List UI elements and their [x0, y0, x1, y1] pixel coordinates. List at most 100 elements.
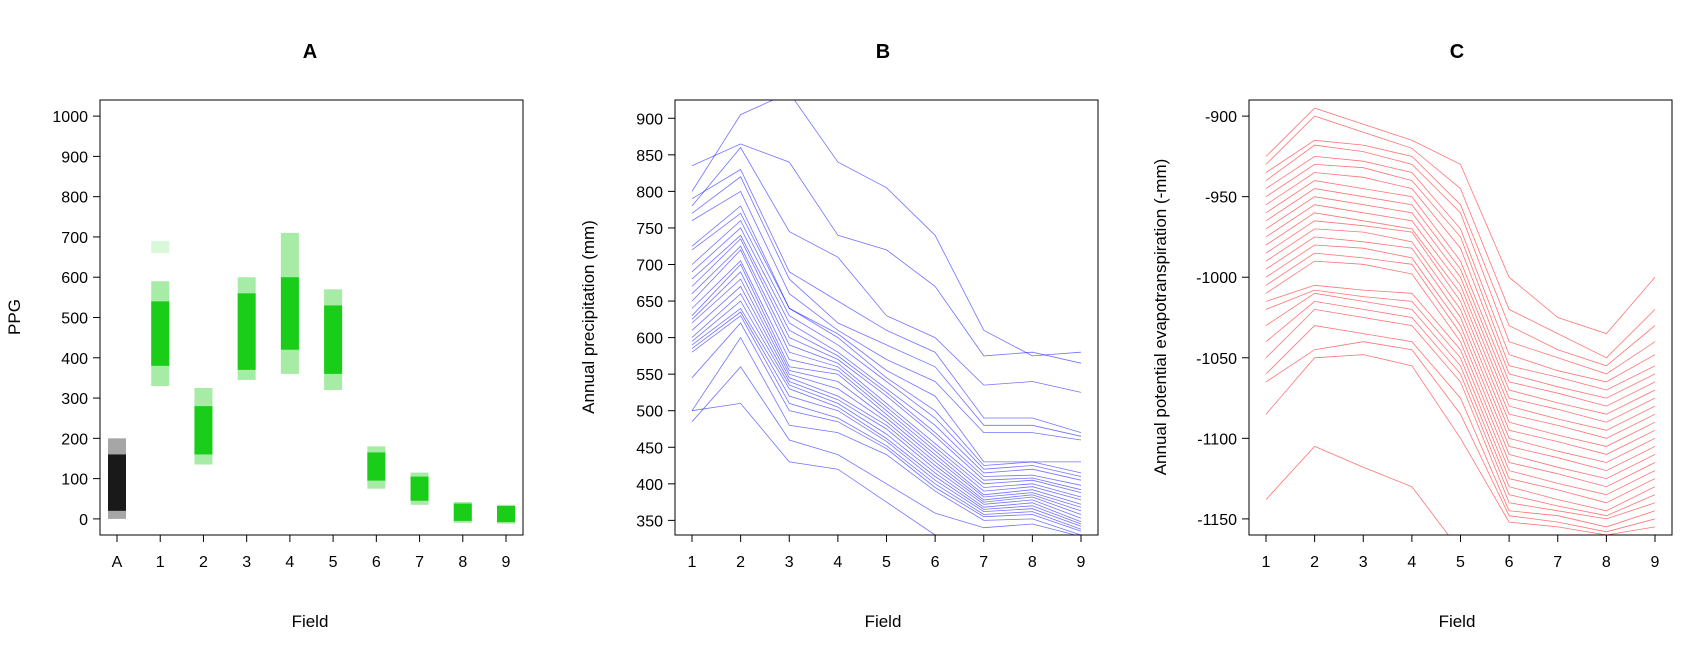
panel-c-series-line-s9: [1265, 188, 1656, 415]
panel-a-x-tick-label: 3: [242, 554, 251, 571]
panel-c-series-line-s24: [1265, 325, 1656, 528]
panel-a-y-label: PPG: [5, 299, 24, 335]
panel-b-y-tick-label: 700: [636, 257, 663, 274]
panel-b-series-line-s13: [691, 245, 1082, 493]
panel-b-y-tick-label: 900: [636, 111, 663, 128]
panel-c: C Field Annual potential evapotranspirat…: [1151, 41, 1673, 631]
panel-a-y-tick-label: 500: [61, 311, 88, 328]
panel-b-series-line-s3: [691, 146, 1082, 393]
panel-b-y-tick-label: 850: [636, 148, 663, 165]
panel-b-y-tick-label: 550: [636, 367, 663, 384]
panel-c-series-line-s20: [1265, 289, 1656, 504]
panel-b-marks: [691, 100, 1082, 535]
panel-c-title: C: [1450, 41, 1464, 63]
panel-c-x-tick-label: 5: [1456, 554, 1465, 571]
panel-c-y-tick-label: -1000: [1196, 270, 1237, 287]
ppg-core-A: [108, 454, 126, 511]
panel-b-series-line-s9: [691, 219, 1082, 477]
panel-c-series-line-s14: [1265, 228, 1656, 455]
panel-c-axes: -1150 -1100 -1050 -1000 -950 -900 1 2 3 4 5 6 7 8 9: [1196, 99, 1673, 571]
panel-c-series-line-s13: [1265, 220, 1656, 447]
panel-c-series-line-s2: [1265, 115, 1656, 359]
panel-a-y-tick-label: 1000: [52, 109, 88, 126]
ppg-core-6: [367, 452, 386, 481]
panel-b-y-tick-label: 800: [636, 184, 663, 201]
ppg-bar-1: [151, 240, 170, 386]
panel-b-series-line-s11: [691, 234, 1082, 486]
panel-c-series-line-s11: [1265, 204, 1656, 431]
panel-b-x-tick-label: 9: [1077, 554, 1086, 571]
panel-c-x-tick-label: 3: [1359, 554, 1368, 571]
panel-b-series-line-s20: [691, 293, 1082, 519]
ppg-outlier-1: [151, 240, 170, 254]
panel-c-y-tick-label: -1150: [1197, 512, 1237, 529]
panel-c-series-line-s26: [1265, 354, 1656, 535]
ppg-core-2: [194, 406, 213, 455]
panel-b-x-tick-label: 1: [688, 554, 697, 571]
panel-c-series-line-s5: [1265, 155, 1656, 383]
ppg-core-9: [497, 506, 515, 523]
panel-b-x-label: Field: [865, 612, 902, 631]
panel-c-series-line-s19: [1265, 284, 1656, 496]
panel-a-y-tick-label: 900: [61, 149, 88, 166]
panel-b-series-line-s25: [691, 322, 1082, 532]
panel-b-series-line-s21: [691, 300, 1082, 523]
panel-a-x-label: Field: [292, 612, 329, 631]
panel-c-series-line-s25: [1265, 341, 1656, 533]
panel-b-x-tick-label: 3: [785, 554, 794, 571]
panel-c-x-tick-label: 9: [1651, 554, 1660, 571]
panel-b-series-line-s10: [691, 227, 1082, 481]
panel-b-y-tick-label: 350: [636, 513, 663, 530]
panel-b-series-line-s14: [691, 249, 1082, 498]
panel-b-title: B: [876, 41, 890, 63]
panel-b-series-line-s1: [691, 100, 1082, 357]
panel-c-series-line-s16: [1265, 244, 1656, 472]
ppg-core-8: [453, 503, 472, 521]
panel-c-series-group: [1265, 107, 1656, 535]
ppg-bar-3: [237, 277, 256, 380]
ppg-bar-7: [410, 472, 429, 505]
ppg-core-7: [410, 476, 429, 501]
panel-b-x-tick-label: 5: [882, 554, 891, 571]
panel-a: A Field PPG 0 100 200 300 400 500 600 700 800 900…: [5, 41, 524, 631]
panel-c-series-line-s17: [1265, 252, 1656, 480]
panel-c-series-line-s4: [1265, 144, 1656, 375]
panel-a-x-tick-label: 1: [156, 554, 165, 571]
panel-c-series-line-s21: [1265, 292, 1656, 512]
ppg-bar-4: [280, 232, 299, 374]
panel-b-series-line-s6: [691, 190, 1082, 441]
panel-c-x-tick-label: 7: [1553, 554, 1562, 571]
panel-b-series-line-s19: [691, 285, 1082, 515]
panel-a-y-tick-label: 800: [61, 190, 88, 207]
ppg-bar-9: [497, 504, 515, 524]
panel-b: B Field Annual precipitation (mm) 350 400…: [579, 41, 1099, 631]
ppg-core-1: [151, 301, 170, 366]
panel-a-x-tick-label: 2: [199, 554, 208, 571]
panel-b-series-line-s8: [691, 212, 1082, 474]
panel-c-series-line-s3: [1265, 139, 1656, 367]
panel-b-x-tick-label: 8: [1028, 554, 1037, 571]
panel-c-y-label: Annual potential evapotranspiration (-mm…: [1151, 159, 1170, 476]
panel-b-x-tick-label: 4: [833, 554, 842, 571]
panel-a-title: A: [303, 41, 317, 63]
panel-c-series-line-s8: [1265, 180, 1656, 407]
panel-b-series-line-s17: [691, 271, 1082, 508]
panel-b-series-line-s24: [691, 315, 1082, 530]
panel-a-y-tick-label: 200: [61, 431, 88, 448]
panel-b-series-line-s18: [691, 278, 1082, 512]
panel-c-x-tick-label: 2: [1310, 554, 1319, 571]
panel-b-y-label: Annual precipitation (mm): [579, 220, 598, 414]
panel-c-y-tick-label: -900: [1205, 109, 1237, 126]
panel-c-series-line-s27: [1265, 445, 1449, 535]
panel-b-series-line-s27: [691, 366, 1077, 535]
panel-c-y-tick-label: -1100: [1197, 431, 1237, 448]
panel-a-y-tick-label: 400: [61, 351, 88, 368]
panel-a-y-tick-label: 0: [79, 512, 88, 529]
panel-b-series-group: [691, 100, 1082, 535]
panel-a-y-tick-label: 300: [61, 391, 88, 408]
panel-b-y-tick-label: 750: [636, 221, 663, 238]
panel-c-series-line-s7: [1265, 172, 1656, 399]
panel-b-x-tick-label: 6: [931, 554, 940, 571]
panel-a-x-tick-label: 9: [502, 554, 511, 571]
panel-a-x-tick-label: 6: [372, 554, 381, 571]
